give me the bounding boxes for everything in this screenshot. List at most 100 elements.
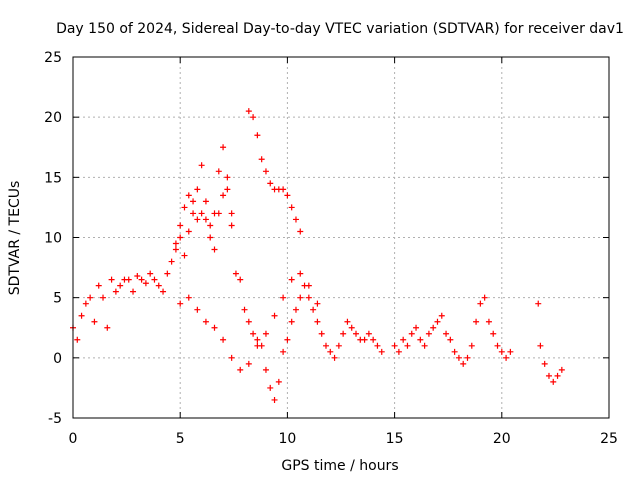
data-point bbox=[130, 288, 137, 295]
data-point bbox=[215, 168, 222, 175]
y-tick-label: 20 bbox=[44, 110, 62, 126]
data-point bbox=[554, 372, 561, 379]
data-point bbox=[262, 366, 269, 373]
data-point bbox=[207, 234, 214, 241]
data-point bbox=[190, 198, 197, 205]
data-point bbox=[541, 360, 548, 367]
data-point bbox=[185, 192, 192, 199]
data-point bbox=[353, 330, 360, 337]
data-point bbox=[288, 318, 295, 325]
data-point bbox=[370, 336, 377, 343]
data-point bbox=[181, 204, 188, 211]
data-point bbox=[228, 354, 235, 361]
data-point bbox=[185, 228, 192, 235]
data-point bbox=[340, 330, 347, 337]
data-point bbox=[125, 276, 132, 283]
x-tick-label: 15 bbox=[386, 431, 404, 447]
x-tick-label: 5 bbox=[176, 431, 185, 447]
data-point bbox=[254, 132, 261, 139]
x-tick-label: 10 bbox=[278, 431, 296, 447]
data-point bbox=[151, 276, 158, 283]
data-point bbox=[155, 282, 162, 289]
y-tick-label: -5 bbox=[48, 411, 62, 427]
y-tick-label: 10 bbox=[44, 231, 62, 247]
data-point bbox=[147, 270, 154, 277]
data-point bbox=[314, 318, 321, 325]
data-point bbox=[112, 288, 119, 295]
data-point bbox=[104, 324, 111, 331]
data-point bbox=[245, 108, 252, 115]
data-point bbox=[220, 336, 227, 343]
x-axis-label: GPS time / hours bbox=[281, 458, 398, 474]
data-point bbox=[430, 324, 437, 331]
data-point bbox=[177, 300, 184, 307]
ticks-layer bbox=[72, 56, 610, 419]
data-point bbox=[258, 156, 265, 163]
data-point bbox=[245, 360, 252, 367]
data-point bbox=[378, 348, 385, 355]
data-point bbox=[288, 276, 295, 283]
data-point bbox=[473, 318, 480, 325]
data-point bbox=[443, 330, 450, 337]
data-point bbox=[535, 300, 542, 307]
data-point bbox=[168, 258, 175, 265]
data-point bbox=[160, 288, 167, 295]
data-point bbox=[425, 330, 432, 337]
data-point bbox=[237, 276, 244, 283]
data-point bbox=[310, 306, 317, 313]
data-point bbox=[271, 396, 278, 403]
x-tick-label: 0 bbox=[69, 431, 78, 447]
data-point bbox=[280, 294, 287, 301]
data-point bbox=[292, 216, 299, 223]
data-point bbox=[537, 342, 544, 349]
data-point bbox=[292, 306, 299, 313]
data-point bbox=[460, 360, 467, 367]
data-point bbox=[100, 294, 107, 301]
x-tick-label: 20 bbox=[493, 431, 511, 447]
data-point bbox=[254, 342, 261, 349]
data-point bbox=[224, 186, 231, 193]
chart-title: Day 150 of 2024, Sidereal Day-to-day VTE… bbox=[56, 21, 624, 37]
data-point bbox=[181, 252, 188, 259]
data-point bbox=[207, 222, 214, 229]
data-point bbox=[250, 114, 257, 121]
data-point bbox=[164, 270, 171, 277]
x-tick-label: 25 bbox=[600, 431, 618, 447]
data-point bbox=[74, 336, 81, 343]
data-point bbox=[245, 318, 252, 325]
data-point bbox=[95, 282, 102, 289]
data-point bbox=[485, 318, 492, 325]
y-axis-label: SDTVAR / TECUs bbox=[7, 181, 23, 296]
data-point bbox=[507, 348, 514, 355]
data-point bbox=[545, 372, 552, 379]
data-point bbox=[335, 342, 342, 349]
data-point bbox=[348, 324, 355, 331]
data-point bbox=[254, 336, 261, 343]
data-point bbox=[421, 342, 428, 349]
data-point bbox=[198, 162, 205, 169]
data-point bbox=[267, 180, 274, 187]
data-point bbox=[498, 348, 505, 355]
data-point bbox=[395, 348, 402, 355]
data-point bbox=[228, 210, 235, 217]
data-point bbox=[365, 330, 372, 337]
data-point bbox=[558, 366, 565, 373]
data-point bbox=[211, 324, 218, 331]
data-point bbox=[408, 330, 415, 337]
data-point bbox=[297, 294, 304, 301]
data-point bbox=[280, 186, 287, 193]
data-point bbox=[190, 210, 197, 217]
data-point bbox=[391, 342, 398, 349]
data-point bbox=[503, 354, 510, 361]
data-point bbox=[322, 342, 329, 349]
data-point bbox=[447, 336, 454, 343]
data-point bbox=[211, 246, 218, 253]
data-point bbox=[134, 273, 141, 280]
data-point bbox=[318, 330, 325, 337]
data-point bbox=[494, 342, 501, 349]
data-point bbox=[331, 354, 338, 361]
data-point bbox=[232, 270, 239, 277]
grid-layer bbox=[73, 57, 609, 418]
data-point bbox=[185, 294, 192, 301]
